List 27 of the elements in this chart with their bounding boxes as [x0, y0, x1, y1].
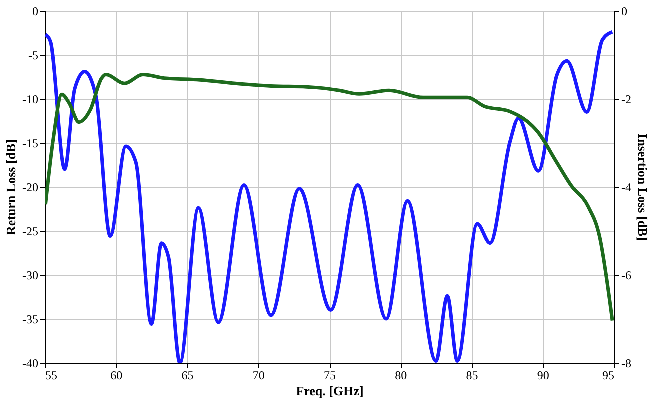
x-axis-title: Freq. [GHz]: [296, 384, 364, 398]
y-axis-title: Return Loss [dB]: [4, 139, 19, 236]
x-tick-label: 85: [466, 368, 478, 382]
y-tick-label: 0: [32, 4, 38, 18]
y-tick-label: -25: [22, 224, 38, 238]
y-tick-label: -20: [22, 180, 38, 194]
y2-tick-label: -2: [622, 92, 632, 106]
x-tick-label: 70: [252, 368, 265, 382]
y2-tick-label: -4: [622, 180, 632, 194]
x-tick-label: 65: [182, 368, 194, 382]
y-tick-label: -35: [22, 312, 38, 326]
y-tick-label: -10: [22, 92, 38, 106]
y2-axis-title: Insertion Loss [dB]: [635, 134, 650, 241]
x-tick-label: 95: [602, 368, 614, 382]
x-tick-label: 90: [537, 368, 550, 382]
x-tick-label: 75: [324, 368, 336, 382]
y2-tick-label: 0: [622, 4, 628, 18]
x-tick-label: 55: [46, 368, 58, 382]
y-tick-label: -40: [22, 356, 38, 370]
y-tick-label: -5: [28, 48, 38, 62]
y2-tick-label: -6: [622, 268, 632, 282]
x-tick-label: 60: [110, 368, 123, 382]
x-tick-label: 80: [395, 368, 408, 382]
y-tick-label: -30: [22, 268, 38, 282]
y-tick-label: -15: [22, 136, 38, 150]
line-series: [45, 73, 614, 323]
y2-tick-label: -8: [622, 356, 632, 370]
